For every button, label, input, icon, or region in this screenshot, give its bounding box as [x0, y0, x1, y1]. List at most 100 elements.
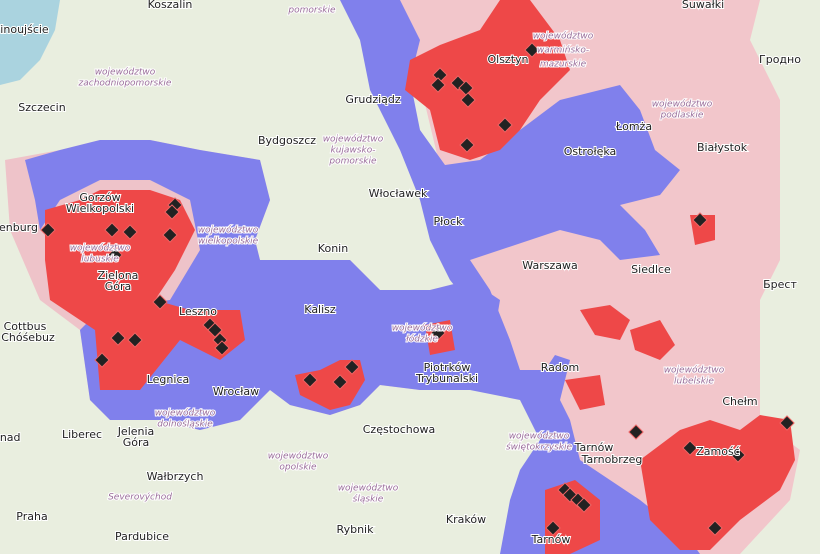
marker[interactable] [104, 222, 120, 238]
city-label: Брест [763, 278, 797, 291]
city-label: Szczecin [18, 101, 65, 114]
city-label: winoujście [0, 23, 49, 36]
marker[interactable] [122, 224, 138, 240]
region-label: województwo [268, 451, 329, 462]
city-label: Góra [123, 436, 150, 449]
red-zone [405, 0, 570, 160]
marker[interactable] [302, 372, 318, 388]
red-zone [45, 190, 245, 390]
marker[interactable] [628, 424, 644, 440]
marker[interactable] [779, 415, 795, 431]
region-label: województwo [533, 31, 594, 42]
marker[interactable] [524, 42, 540, 58]
marker[interactable] [127, 332, 143, 348]
city-label: Kalisz [304, 303, 336, 316]
marker[interactable] [107, 247, 123, 263]
city-label: Łomża [615, 120, 652, 133]
region-label: pomorskie [287, 6, 336, 16]
region-label: województwo [198, 225, 259, 236]
city-label: Leszno [179, 305, 217, 318]
city-label: Warszawa [522, 259, 577, 272]
marker[interactable] [682, 440, 698, 456]
city-label: Гродно [759, 53, 801, 66]
marker[interactable] [430, 77, 446, 93]
region-label: mazurskie [540, 60, 587, 70]
marker[interactable] [214, 340, 230, 356]
marker[interactable] [152, 294, 168, 310]
city-label: Radom [541, 361, 580, 374]
city-label: Koszalin [148, 0, 193, 11]
city-label: Pardubice [115, 530, 169, 543]
region-label: kujawsko- [331, 146, 376, 156]
city-label: Liberec [62, 428, 102, 441]
marker[interactable] [162, 227, 178, 243]
city-label: Wrocław [213, 385, 259, 398]
marker[interactable] [164, 204, 180, 220]
region-label: lubuskie [81, 255, 119, 265]
city-label: Kraków [446, 513, 486, 526]
city-label: Trybunalski [415, 372, 478, 385]
region-label: województwo [155, 408, 216, 419]
city-label: Legnica [147, 373, 190, 386]
place-labels: Koszalin pomorskie winoujście województwo za… [0, 0, 802, 547]
city-label: Praha [16, 510, 47, 523]
region-label: zachodniopomorskie [78, 79, 172, 89]
marker[interactable] [94, 352, 110, 368]
region-label: dolnośląskie [157, 419, 213, 430]
region-label: Severovýchod [108, 493, 172, 503]
red-zone [565, 375, 605, 410]
region-label: warmińsko- [537, 46, 589, 56]
marker[interactable] [545, 520, 561, 536]
city-label: Siedlce [631, 263, 671, 276]
region-label: śląskie [353, 494, 384, 505]
region-label: podlaskie [660, 111, 704, 121]
region-label: pomorskie [328, 157, 377, 167]
marker[interactable] [430, 325, 446, 341]
marker[interactable] [432, 67, 448, 83]
city-label: Częstochowa [363, 423, 435, 436]
marker[interactable] [207, 322, 223, 338]
region-label: opolskie [279, 463, 317, 473]
marker[interactable] [576, 497, 592, 513]
red-zones [45, 0, 795, 554]
city-label: Wałbrzych [147, 470, 204, 483]
outbreak-markers [40, 42, 795, 536]
red-zone [295, 360, 365, 410]
region-label: województwo [338, 483, 399, 494]
region-label: świętokrzyskie [506, 442, 572, 453]
city-label: Tarnów [574, 441, 614, 454]
marker[interactable] [730, 447, 746, 463]
region-label: wielkopolskie [198, 237, 259, 247]
city-label: Ostrołęka [564, 145, 617, 158]
city-label: Białystok [697, 141, 748, 154]
city-label: Chełm [722, 395, 757, 408]
marker[interactable] [497, 117, 513, 133]
region-label: lubelskie [674, 377, 714, 387]
city-label: Chóśebuz [1, 331, 55, 344]
city-label: Zamość [696, 445, 740, 458]
marker[interactable] [40, 222, 56, 238]
city-label: Gorzów [79, 191, 120, 204]
region-label: województwo [392, 323, 453, 334]
city-label: Włocławek [369, 187, 428, 200]
city-label: Jelenia [117, 425, 155, 438]
city-label: Góra [105, 280, 132, 293]
marker[interactable] [460, 92, 476, 108]
marker[interactable] [692, 212, 708, 228]
marker[interactable] [459, 137, 475, 153]
city-label: Wielkopolski [66, 202, 134, 215]
red-zone [640, 415, 795, 550]
city-label: Bydgoszcz [258, 134, 316, 147]
marker[interactable] [332, 374, 348, 390]
region-label: województwo [70, 243, 131, 254]
city-label: Tarnów [531, 533, 571, 546]
city-label: Olsztyn [487, 53, 528, 66]
marker[interactable] [110, 330, 126, 346]
city-label: Płock [434, 215, 464, 228]
city-label: Rybnik [337, 523, 375, 536]
marker[interactable] [458, 80, 474, 96]
region-label: województwo [509, 431, 570, 442]
marker[interactable] [707, 520, 723, 536]
marker[interactable] [344, 359, 360, 375]
